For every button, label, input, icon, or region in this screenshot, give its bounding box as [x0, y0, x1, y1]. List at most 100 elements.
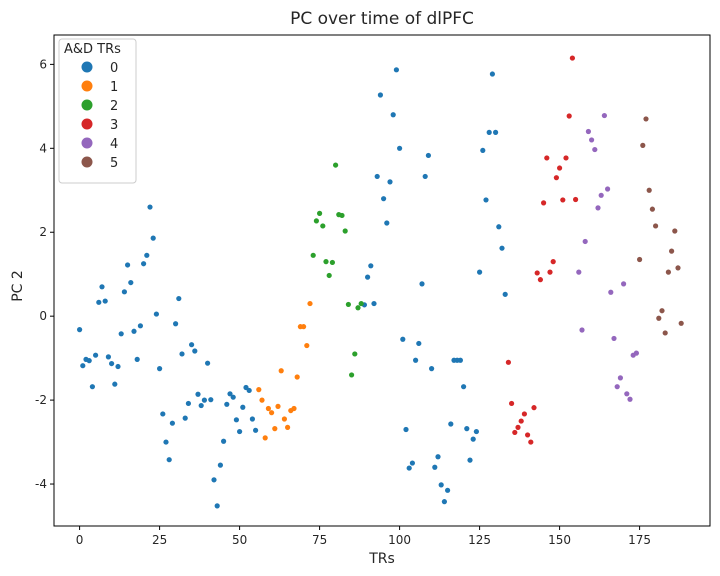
data-point [653, 223, 659, 229]
data-point [486, 129, 492, 135]
data-point [448, 421, 454, 427]
data-point [269, 410, 275, 416]
data-point [246, 387, 252, 394]
data-point [169, 420, 175, 426]
data-point [387, 179, 393, 185]
y-tick-label: 2 [39, 225, 47, 239]
data-point [102, 298, 108, 304]
legend-label-5: 5 [110, 156, 118, 171]
data-point [198, 402, 204, 409]
data-point [589, 137, 595, 143]
data-point [131, 328, 137, 334]
data-point [470, 436, 476, 442]
data-point [637, 256, 643, 263]
data-point [150, 235, 156, 241]
series-0-points [77, 67, 508, 509]
data-point [339, 212, 345, 219]
data-point [576, 269, 582, 275]
data-point [445, 487, 451, 493]
data-point [86, 358, 92, 364]
data-point [256, 387, 262, 393]
legend-marker-4 [81, 137, 93, 149]
x-tick-label: 25 [152, 533, 167, 547]
legend-label-3: 3 [110, 118, 118, 133]
series-4-points [576, 112, 640, 402]
data-point [201, 397, 207, 403]
plot-frame [53, 34, 711, 527]
data-point [249, 416, 255, 422]
data-point [304, 342, 310, 349]
data-point [633, 350, 640, 356]
data-point [291, 405, 297, 412]
data-point [489, 71, 495, 77]
data-point [307, 300, 313, 307]
chart-title: PC over time of dlPFC [290, 9, 474, 29]
data-point [621, 281, 627, 287]
data-point [329, 259, 335, 266]
series-3-points [505, 55, 579, 445]
data-point [381, 196, 387, 202]
data-point [121, 289, 127, 295]
data-point [160, 411, 166, 417]
data-point [640, 142, 646, 148]
legend-label-4: 4 [110, 137, 118, 152]
data-point [147, 204, 153, 210]
data-point [301, 324, 307, 330]
data-point [371, 300, 377, 307]
data-point [349, 372, 355, 378]
data-point [432, 464, 438, 470]
data-point [93, 352, 99, 358]
data-point [515, 424, 521, 430]
data-point [665, 269, 672, 275]
data-point [358, 300, 364, 307]
data-point [368, 263, 374, 269]
data-point [406, 465, 412, 471]
x-tick-label: 50 [232, 533, 247, 547]
data-point [438, 482, 444, 488]
data-point [240, 404, 246, 410]
data-point [393, 67, 399, 73]
data-point [355, 305, 361, 311]
data-point [672, 228, 678, 234]
data-point [118, 331, 124, 337]
data-point [534, 270, 540, 276]
legend-marker-3 [81, 118, 93, 130]
data-point [144, 252, 150, 258]
data-point [496, 224, 502, 230]
data-point [483, 197, 489, 203]
data-point [345, 301, 351, 308]
data-point [505, 359, 511, 365]
data-point [585, 128, 592, 135]
data-point [189, 342, 195, 348]
data-point [323, 259, 329, 265]
data-point [422, 173, 428, 180]
data-point [221, 438, 227, 444]
data-point [425, 152, 431, 159]
legend-marker-2 [81, 99, 93, 111]
data-point [109, 360, 115, 367]
data-point [80, 363, 86, 369]
data-point [646, 187, 652, 193]
data-point [237, 428, 243, 435]
data-point [467, 457, 473, 463]
data-point [99, 284, 105, 290]
data-point [473, 428, 479, 435]
data-point [272, 426, 278, 432]
data-point [179, 351, 185, 357]
series-1-points [256, 300, 313, 441]
data-point [157, 366, 163, 372]
data-point [582, 238, 588, 245]
x-tick-label: 150 [548, 533, 571, 547]
data-point [624, 391, 630, 397]
data-point [253, 427, 259, 433]
data-point [112, 381, 118, 387]
data-point [205, 360, 211, 366]
data-point [317, 210, 323, 216]
data-point [230, 394, 236, 400]
legend-title: A&D TRs [64, 42, 121, 57]
data-point [656, 315, 662, 321]
data-point [617, 375, 624, 381]
legend-marker-0 [81, 61, 93, 73]
data-point [477, 269, 483, 275]
data-point [285, 424, 291, 430]
